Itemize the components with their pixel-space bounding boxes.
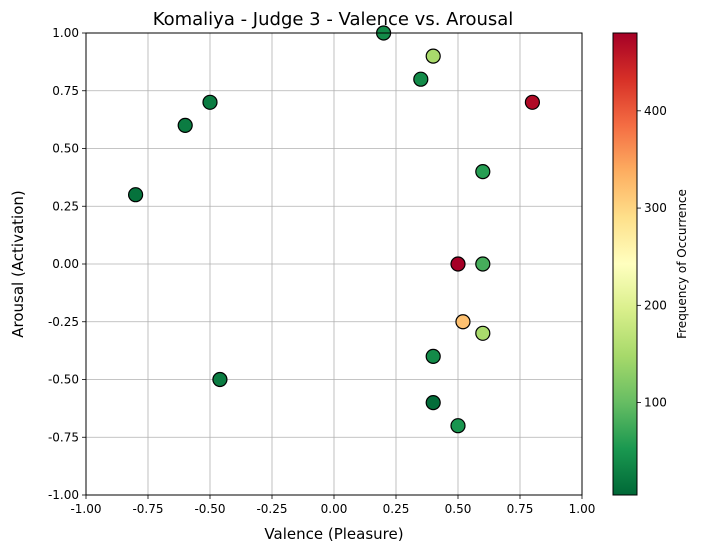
y-tick-label: 0.00 bbox=[52, 257, 79, 271]
x-axis-ticks: -1.00 -0.75 -0.50 -0.25 0.00 0.25 0.50 0.75 1.00 bbox=[70, 495, 595, 516]
colorbar-tick-label: 300 bbox=[644, 201, 667, 215]
scatter-point bbox=[212, 371, 228, 388]
y-tick-label: -0.50 bbox=[48, 373, 79, 387]
x-tick-label: -1.00 bbox=[70, 502, 101, 516]
x-tick-label: -0.75 bbox=[132, 502, 163, 516]
scatter-point bbox=[425, 395, 441, 411]
x-tick-label: 1.00 bbox=[569, 502, 596, 516]
y-tick-label: -0.75 bbox=[48, 430, 79, 444]
y-axis-label: Arousal (Activation) bbox=[9, 190, 27, 338]
scatter-point bbox=[413, 71, 429, 87]
scatter-point bbox=[475, 325, 491, 341]
scatter-point bbox=[128, 187, 144, 203]
y-tick-label: 0.25 bbox=[52, 199, 79, 213]
data-points bbox=[128, 25, 541, 434]
y-tick-label: 1.00 bbox=[52, 26, 79, 40]
chart-title: Komaliya - Judge 3 - Valence vs. Arousal bbox=[153, 9, 514, 30]
colorbar-ticks: 100 200 300 400 bbox=[637, 104, 667, 410]
scatter-point bbox=[475, 164, 491, 180]
y-tick-label: 0.75 bbox=[52, 84, 79, 98]
grid-lines bbox=[85, 32, 583, 496]
scatter-point bbox=[475, 256, 491, 272]
y-tick-label: 0.50 bbox=[52, 142, 79, 156]
y-axis-ticks: -1.00 -0.75 -0.50 -0.25 0.00 0.25 0.50 0.75 1.00 bbox=[48, 26, 86, 502]
scatter-point bbox=[177, 117, 193, 134]
colorbar-gradient bbox=[612, 32, 638, 496]
scatter-point bbox=[450, 418, 466, 434]
colorbar-tick-label: 200 bbox=[644, 298, 667, 312]
x-tick-label: -0.25 bbox=[256, 502, 287, 516]
x-tick-label: 0.00 bbox=[321, 502, 348, 516]
x-tick-label: 0.50 bbox=[445, 502, 472, 516]
x-tick-label: -0.50 bbox=[194, 502, 225, 516]
y-tick-label: -0.25 bbox=[48, 315, 79, 329]
scatter-point bbox=[450, 256, 466, 272]
x-axis-label: Valence (Pleasure) bbox=[264, 525, 403, 543]
scatter-point bbox=[524, 94, 541, 110]
colorbar-tick-label: 400 bbox=[644, 104, 667, 118]
scatter-point bbox=[455, 314, 471, 330]
x-tick-label: 0.75 bbox=[507, 502, 534, 516]
colorbar-tick-label: 100 bbox=[644, 396, 667, 410]
scatter-point bbox=[425, 48, 441, 64]
scatter-point bbox=[202, 94, 218, 110]
y-tick-label: -1.00 bbox=[48, 488, 79, 502]
scatter-point bbox=[425, 348, 441, 364]
colorbar-label: Frequency of Occurrence bbox=[675, 189, 689, 339]
colorbar: 100 200 300 400 Frequency of Occurrence bbox=[612, 32, 689, 496]
x-tick-label: 0.25 bbox=[383, 502, 410, 516]
